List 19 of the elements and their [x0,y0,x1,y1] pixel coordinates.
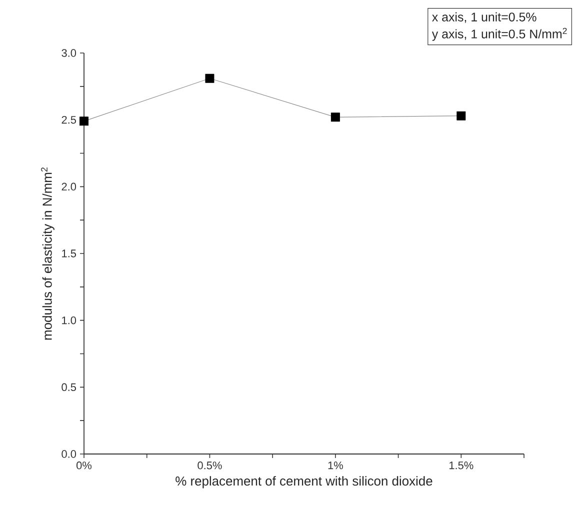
x-tick-label: 1.5% [449,462,474,470]
point [205,74,214,83]
point [330,112,340,122]
y-tick-label: 0.5 [62,383,76,392]
y-tick-label: 2.0 [62,182,76,191]
y-tick-label: 0.0 [62,450,76,458]
y-tick-label: 1.0 [62,316,76,324]
point [456,111,466,120]
x-tick-label: 1% [328,462,343,470]
x-tick-label: 0.5% [198,462,222,470]
x-axis-title: % replacement of cement with silicon dioxide [176,476,432,488]
y-tick-label: 2.5 [62,116,76,124]
point [80,116,88,126]
x-tick-label: 0% [76,462,92,470]
y-tick-label: 3.0 [62,49,76,57]
y-axis-title: modulus of elasticity in N/mm$^{2}$ [41,167,54,340]
y-tick-label: 1.5 [62,250,76,258]
text: x axis, 1 unit=0.5% [432,12,536,23]
text: y axis, 1 unit=0.5 N/mm$^{2}$ [432,28,567,41]
